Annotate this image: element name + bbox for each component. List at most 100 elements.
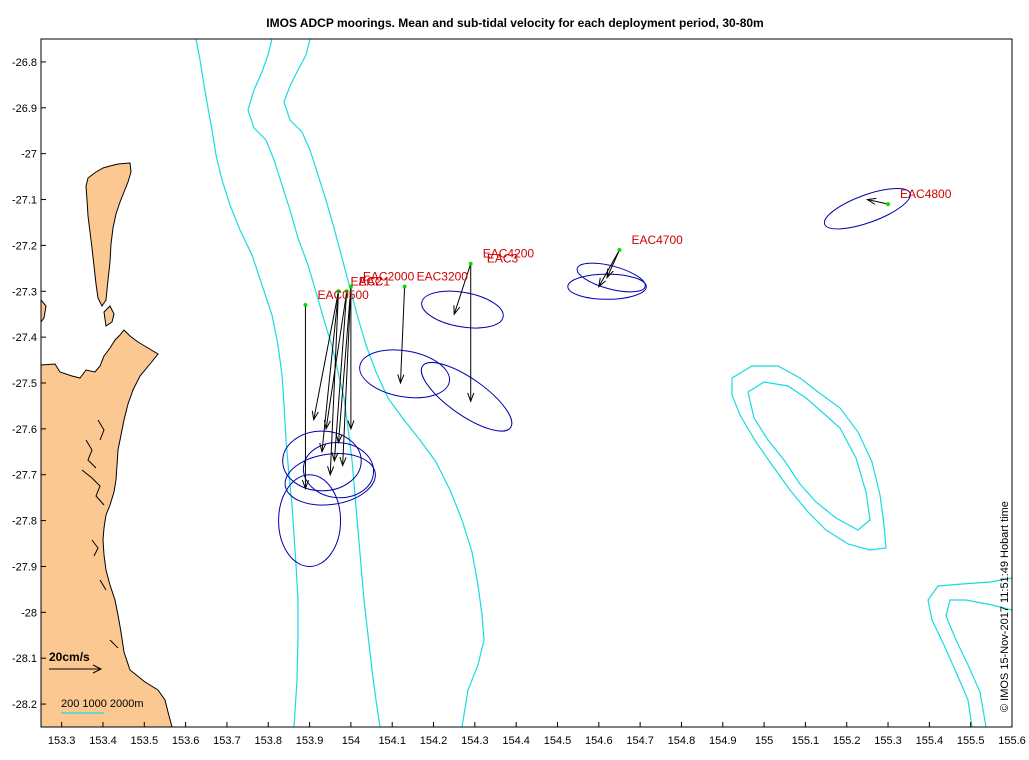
x-tick-label: 154.7: [626, 735, 654, 747]
x-tick-label: 153.3: [48, 735, 76, 747]
mean-velocity-vector: [313, 291, 339, 420]
map-title: IMOS ADCP moorings. Mean and sub-tidal v…: [266, 16, 763, 30]
x-tick-label: 153.8: [254, 735, 282, 747]
isobath-legend-label: 200 1000 2000m: [61, 698, 144, 710]
variance-ellipses: [278, 187, 911, 567]
isobath-2000m: [283, 39, 485, 727]
y-tick-label: -28.2: [12, 699, 37, 711]
isobath-1000m: [247, 39, 381, 727]
mooring-label: EAC3200: [417, 270, 469, 284]
mooring-label: EAC4800: [900, 187, 952, 201]
x-tick-label: 154.1: [378, 735, 406, 747]
y-tick-label: -27.2: [12, 240, 37, 252]
variance-ellipse: [278, 474, 342, 567]
mooring-marker: [402, 284, 407, 289]
mooring-label: EAC4700: [631, 233, 683, 247]
mean-velocity-vector: [342, 286, 352, 466]
x-tick-label: 153.6: [172, 735, 200, 747]
x-tick-label: 154.8: [668, 735, 696, 747]
vector-arrowhead: [467, 392, 475, 403]
mooring-marker: [468, 261, 473, 266]
mean-velocity-vector: [337, 286, 352, 443]
mean-velocity-vector: [598, 249, 620, 287]
mean-velocity-vector: [399, 286, 406, 384]
vector-arrowhead: [598, 277, 606, 288]
variance-ellipse: [359, 349, 451, 399]
vector-arrowhead: [347, 420, 355, 431]
mooring-marker: [336, 289, 341, 294]
mooring-marker: [344, 289, 349, 294]
vector-arrowhead: [311, 410, 319, 422]
x-tick-label: 155.5: [957, 735, 985, 747]
vector-arrowhead: [865, 197, 877, 205]
x-tick-label: 154.5: [544, 735, 572, 747]
variance-ellipse: [421, 290, 504, 329]
mooring-marker: [886, 202, 891, 207]
y-tick-label: -27.7: [12, 470, 37, 482]
mean-velocity-vector: [321, 291, 339, 452]
x-tick-label: 154.6: [585, 735, 613, 747]
vector-arrowhead: [339, 456, 347, 468]
y-axis-ticks: -26.8 -26.9 -27 -27.1 -27.2 -27.3 -27.4 -27.5 -2…: [12, 57, 46, 711]
mooring-marker: [617, 247, 622, 252]
land-moreton-island: [85, 162, 132, 307]
y-tick-label: -28: [21, 607, 37, 619]
variance-ellipse: [576, 262, 646, 293]
x-tick-label: 154.9: [709, 735, 737, 747]
isobath-200m: [195, 39, 299, 727]
scale-arrow-legend: 20cm/s: [49, 650, 103, 674]
vector-arrowhead: [301, 479, 309, 490]
y-tick-label: -27.6: [12, 424, 37, 436]
vector-arrowhead: [453, 305, 461, 316]
x-axis-ticks: 153.3 153.4 153.5 153.6 153.7 153.8 153.9 154 15…: [48, 722, 1026, 747]
x-tick-label: 153.5: [131, 735, 159, 747]
vector-arrowhead: [327, 465, 335, 477]
x-tick-label: 155.2: [833, 735, 861, 747]
mean-velocity-vector: [867, 199, 889, 205]
x-tick-label: 155.6: [998, 735, 1026, 747]
isobath-seamount-2000m: [747, 381, 871, 531]
variance-ellipse: [420, 361, 513, 432]
x-tick-label: 154.3: [461, 735, 489, 747]
mooring-label: EAC4200: [483, 247, 535, 261]
mooring-marker: [303, 303, 308, 308]
mean-velocity-vector: [453, 263, 472, 315]
x-tick-label: 154: [342, 735, 360, 747]
mooring-label: EAC2: [350, 274, 382, 288]
y-tick-label: -26.8: [12, 57, 37, 69]
vector-arrowhead: [397, 374, 405, 385]
mooring-label: EAC2000: [363, 270, 415, 284]
land-stradbroke-island: [103, 305, 115, 327]
mooring-label: EAC3: [487, 251, 519, 265]
y-tick-label: -27: [21, 149, 37, 161]
variance-ellipse: [282, 430, 362, 492]
isobath-seamount-1000m: [731, 365, 887, 551]
y-tick-label: -27.8: [12, 516, 37, 528]
y-tick-label: -27.1: [12, 195, 37, 207]
scale-arrow-label: 20cm/s: [49, 650, 90, 664]
vector-arrowhead: [319, 442, 327, 454]
mooring-label: EAC1: [359, 274, 391, 288]
y-tick-label: -27.3: [12, 286, 37, 298]
mean-velocity-vector: [606, 249, 620, 278]
x-tick-label: 155.4: [916, 735, 944, 747]
vector-arrowhead: [335, 433, 343, 445]
vector-arrowhead: [606, 268, 614, 279]
x-tick-label: 153.9: [296, 735, 324, 747]
variance-ellipse: [284, 453, 376, 506]
x-tick-label: 155: [755, 735, 773, 747]
y-tick-label: -26.9: [12, 103, 37, 115]
plot-frame: [40, 38, 1013, 728]
y-tick-label: -27.5: [12, 378, 37, 390]
y-tick-label: -28.1: [12, 653, 37, 665]
vector-arrowhead: [331, 452, 339, 463]
mean-velocity-vector: [329, 291, 339, 475]
credit-timestamp: © IMOS 15-Nov-2017 11:51:49 Hobart time: [999, 501, 1011, 712]
vector-arrowhead: [323, 419, 331, 431]
x-tick-label: 155.3: [874, 735, 902, 747]
land-mainland: [41, 299, 173, 727]
variance-ellipse: [302, 442, 375, 499]
estuary-detail: [81, 419, 119, 649]
variance-ellipse: [823, 187, 911, 230]
